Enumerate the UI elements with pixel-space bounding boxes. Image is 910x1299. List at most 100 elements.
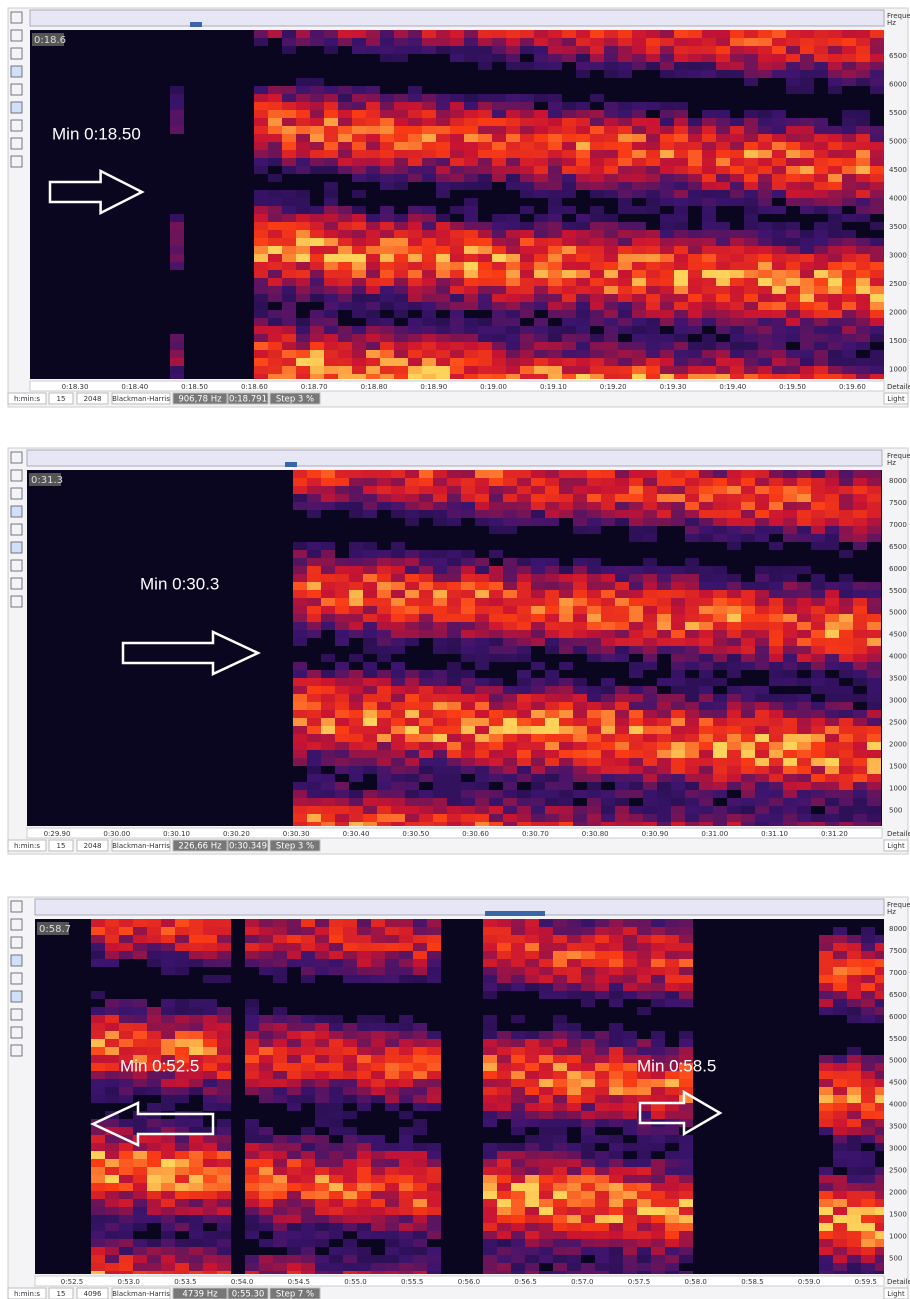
spectrogram-cell — [315, 1087, 329, 1095]
tool-icon[interactable] — [10, 523, 23, 536]
spectrogram-cell — [349, 790, 363, 798]
tool-icon[interactable] — [10, 559, 23, 572]
tool-icon[interactable] — [10, 469, 23, 482]
spectrogram-cell — [385, 1151, 399, 1159]
spectrogram-cell — [287, 1087, 301, 1095]
spectrogram-cell — [623, 1223, 637, 1231]
tool-icon[interactable] — [10, 990, 23, 1003]
spectrogram-cell — [147, 1127, 161, 1135]
spectrogram-cell — [433, 726, 447, 734]
spectrogram-cell — [175, 1215, 189, 1223]
spectrogram-cell — [517, 502, 531, 510]
spectrogram-cell — [828, 70, 842, 78]
spectrogram-cell — [702, 358, 716, 366]
spectrogram-cell — [464, 238, 478, 246]
spectrogram-cell — [870, 350, 884, 358]
spectrogram-cell — [170, 366, 184, 374]
spectrogram-cell — [685, 494, 699, 502]
tool-icon[interactable] — [10, 47, 23, 60]
spectrogram-cell — [105, 1135, 119, 1143]
spectrogram-cell — [366, 334, 380, 342]
spectrogram-cell — [307, 678, 321, 686]
spectrogram-cell — [772, 254, 786, 262]
theme-cell[interactable] — [883, 839, 909, 852]
tool-icon[interactable] — [10, 954, 23, 967]
tool-icon[interactable] — [10, 487, 23, 500]
spectrogram-cell — [553, 1087, 567, 1095]
spectrogram-cell — [287, 1247, 301, 1255]
spectrogram-cell — [296, 150, 310, 158]
spectrogram-cell — [870, 190, 884, 198]
spectrogram-cell — [797, 742, 811, 750]
tool-icon[interactable] — [10, 936, 23, 949]
tool-icon[interactable] — [10, 972, 23, 985]
spectrogram-cell — [531, 702, 545, 710]
spectrogram-cell — [828, 150, 842, 158]
spectrogram-cell — [189, 1023, 203, 1031]
spectrogram-cell — [203, 1207, 217, 1215]
spectrogram-cell — [786, 294, 800, 302]
spectrogram-cell — [461, 710, 475, 718]
spectrogram-cell — [419, 734, 433, 742]
tool-icon[interactable] — [10, 83, 23, 96]
spectrogram-cell — [175, 1199, 189, 1207]
spectrogram-cell — [539, 967, 553, 975]
tool-icon[interactable] — [10, 155, 23, 168]
spectrogram-cell — [867, 742, 881, 750]
spectrogram-cell — [497, 1047, 511, 1055]
spectrogram-cell — [433, 550, 447, 558]
tool-icon[interactable] — [10, 595, 23, 608]
spectrogram-cell — [548, 374, 562, 379]
spectrogram-cell — [475, 710, 489, 718]
spectrogram-cell — [632, 62, 646, 70]
spectrogram-cell — [478, 174, 492, 182]
spectrogram-cell — [315, 1167, 329, 1175]
spectrogram-cell — [713, 574, 727, 582]
tool-icon[interactable] — [10, 900, 23, 913]
spectrogram-cell — [702, 62, 716, 70]
tool-icon[interactable] — [10, 101, 23, 114]
tool-icon[interactable] — [10, 1026, 23, 1039]
spectrogram-cell — [562, 278, 576, 286]
spectrogram-cell — [91, 1079, 105, 1087]
tool-icon[interactable] — [10, 65, 23, 78]
tool-icon[interactable] — [10, 137, 23, 150]
tool-icon[interactable] — [10, 505, 23, 518]
spectrogram-cell — [744, 206, 758, 214]
tool-icon[interactable] — [10, 541, 23, 554]
tool-icon[interactable] — [10, 451, 23, 464]
spectrogram-cell — [511, 1143, 525, 1151]
tool-icon[interactable] — [10, 1008, 23, 1021]
spectrogram-cell — [447, 638, 461, 646]
spectrogram-cell — [699, 606, 713, 614]
spectrogram-cell — [637, 1111, 651, 1119]
spectrogram-cell — [699, 774, 713, 782]
tool-icon[interactable] — [10, 918, 23, 931]
spectrogram-cell — [671, 710, 685, 718]
spectrogram-cell — [175, 1047, 189, 1055]
tool-icon[interactable] — [10, 119, 23, 132]
tool-icon[interactable] — [10, 29, 23, 42]
spectrogram-cell — [483, 1095, 497, 1103]
spectrogram-cell — [797, 822, 811, 826]
spectrogram-cell — [587, 470, 601, 478]
spectrogram-cell — [651, 1063, 665, 1071]
spectrogram-cell — [699, 622, 713, 630]
spectrogram-cell — [730, 198, 744, 206]
theme-cell[interactable] — [883, 392, 909, 405]
spectrogram-cell — [91, 927, 105, 935]
spectrogram-cell — [657, 742, 671, 750]
tool-icon[interactable] — [10, 577, 23, 590]
spectrogram-cell — [478, 254, 492, 262]
spectrogram-cell — [587, 814, 601, 822]
tool-icon[interactable] — [10, 1044, 23, 1057]
spectrogram-cell — [604, 358, 618, 366]
tool-icon[interactable] — [10, 11, 23, 24]
spectrogram-cell — [539, 951, 553, 959]
spectrogram-cell — [525, 983, 539, 991]
spectrogram-cell — [478, 142, 492, 150]
spectrogram-cell — [161, 1055, 175, 1063]
spectrogram-cell — [651, 1135, 665, 1143]
spectrogram-cell — [604, 278, 618, 286]
spectrogram-cell — [273, 935, 287, 943]
